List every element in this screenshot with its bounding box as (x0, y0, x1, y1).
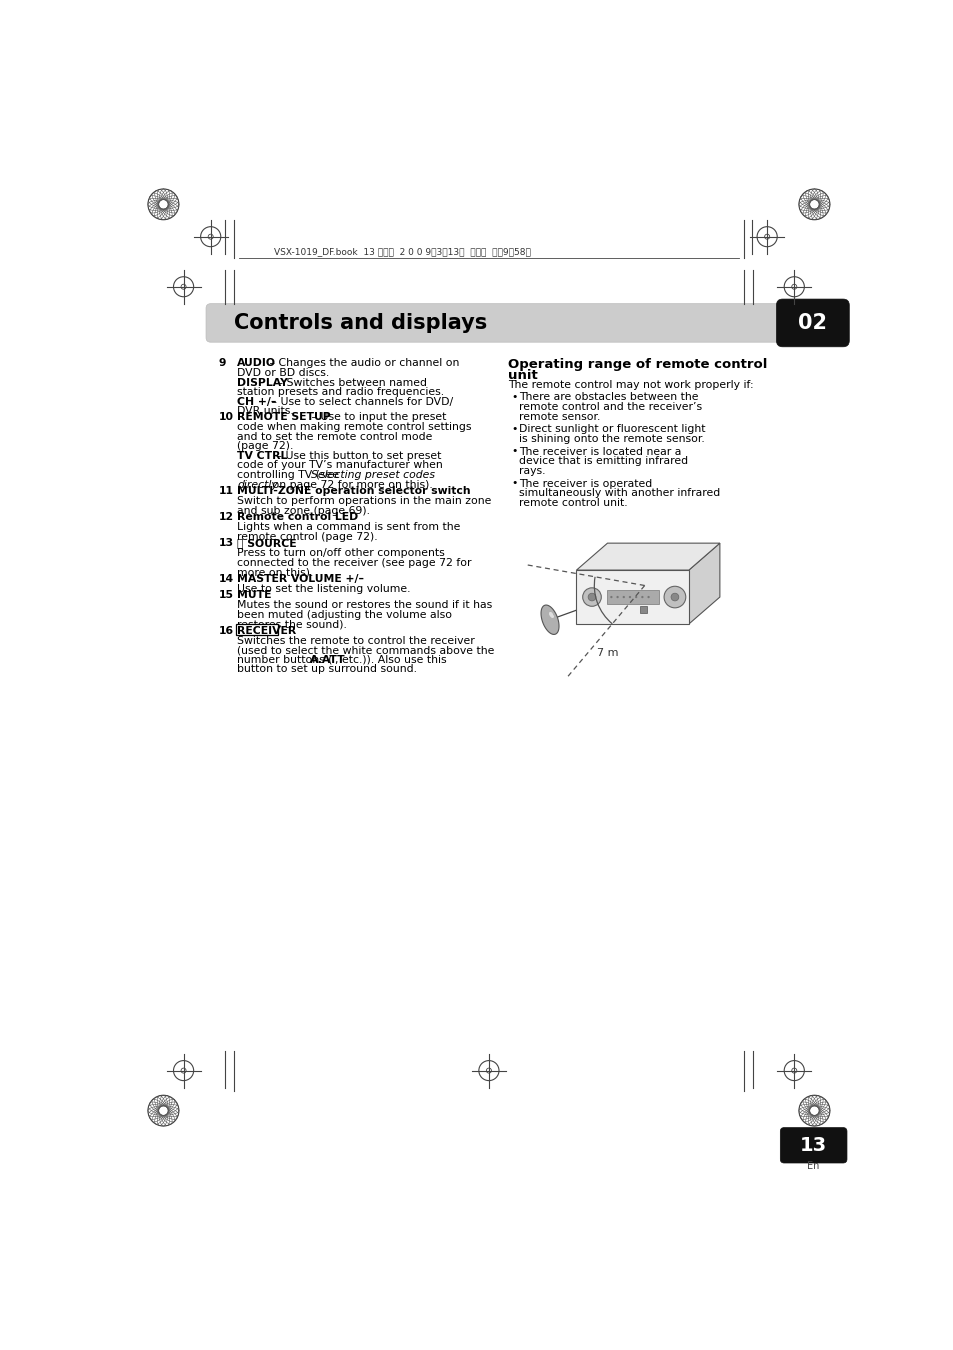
Text: restores the sound).: restores the sound). (236, 620, 347, 629)
Text: button to set up surround sound.: button to set up surround sound. (236, 664, 416, 675)
Text: 11: 11 (218, 486, 233, 497)
Text: MASTER VOLUME +/–: MASTER VOLUME +/– (236, 574, 364, 585)
Text: , etc.)). Also use this: , etc.)). Also use this (335, 655, 446, 664)
Text: (used to select the white commands above the: (used to select the white commands above… (236, 645, 494, 655)
Text: CH +/–: CH +/– (236, 397, 276, 406)
Text: DVR units.: DVR units. (236, 406, 294, 417)
Text: number buttons (: number buttons ( (236, 655, 332, 664)
Circle shape (635, 595, 637, 598)
Text: rays.: rays. (518, 466, 545, 477)
Text: Operating range of remote control: Operating range of remote control (508, 358, 767, 371)
FancyBboxPatch shape (639, 606, 646, 613)
Text: There are obstacles between the: There are obstacles between the (518, 393, 698, 402)
Circle shape (663, 586, 685, 608)
Text: TV CTRL: TV CTRL (236, 451, 287, 460)
Text: 16: 16 (218, 626, 233, 636)
Text: remote control unit.: remote control unit. (518, 498, 627, 508)
Text: 14: 14 (218, 574, 233, 585)
Text: (page 72).: (page 72). (236, 441, 294, 451)
Text: – Changes the audio or channel on: – Changes the audio or channel on (266, 358, 458, 369)
Text: simultaneously with another infrared: simultaneously with another infrared (518, 489, 720, 498)
Text: directly: directly (236, 479, 277, 490)
Text: RECEIVER: RECEIVER (236, 626, 296, 636)
Text: 13: 13 (218, 539, 233, 548)
Text: Selecting preset codes: Selecting preset codes (311, 470, 435, 481)
Text: – Use to select channels for DVD/: – Use to select channels for DVD/ (268, 397, 453, 406)
Text: device that is emitting infrared: device that is emitting infrared (518, 456, 687, 466)
Text: station presets and radio frequencies.: station presets and radio frequencies. (236, 387, 444, 397)
Text: En: En (806, 1161, 819, 1170)
Text: – Use this button to set preset: – Use this button to set preset (274, 451, 441, 460)
Text: – Switches between named: – Switches between named (274, 378, 427, 387)
Text: – Use to input the preset: – Use to input the preset (308, 412, 446, 423)
Text: •: • (511, 392, 517, 402)
Text: remote sensor.: remote sensor. (518, 412, 599, 421)
Text: REMOTE SETUP: REMOTE SETUP (236, 412, 331, 423)
Text: •: • (511, 446, 517, 456)
Text: is shining onto the remote sensor.: is shining onto the remote sensor. (518, 433, 704, 444)
Circle shape (622, 595, 624, 598)
Polygon shape (688, 543, 720, 624)
Text: connected to the receiver (see page 72 for: connected to the receiver (see page 72 f… (236, 558, 471, 567)
Text: Remote control LED: Remote control LED (236, 513, 358, 522)
Text: Direct sunlight or fluorescent light: Direct sunlight or fluorescent light (518, 424, 705, 435)
Text: Controls and displays: Controls and displays (233, 313, 487, 333)
Text: Switch to perform operations in the main zone: Switch to perform operations in the main… (236, 495, 491, 506)
Text: and sub zone (page 69).: and sub zone (page 69). (236, 506, 370, 516)
Circle shape (670, 593, 679, 601)
Text: DVD or BD discs.: DVD or BD discs. (236, 369, 329, 378)
Text: 30°: 30° (597, 610, 615, 621)
Text: Press to turn on/off other components: Press to turn on/off other components (236, 548, 444, 558)
Text: remote control and the receiver’s: remote control and the receiver’s (518, 402, 701, 412)
Text: Use to set the listening volume.: Use to set the listening volume. (236, 583, 410, 594)
FancyBboxPatch shape (235, 624, 277, 634)
Text: 02: 02 (798, 313, 826, 333)
Circle shape (616, 595, 618, 598)
Text: remote control (page 72).: remote control (page 72). (236, 532, 377, 541)
Polygon shape (576, 543, 720, 570)
Text: code when making remote control settings: code when making remote control settings (236, 423, 471, 432)
Text: code of your TV’s manufacturer when: code of your TV’s manufacturer when (236, 460, 442, 470)
Polygon shape (576, 570, 688, 624)
Text: controlling TV (see: controlling TV (see (236, 470, 342, 481)
Circle shape (628, 595, 631, 598)
Text: 15: 15 (218, 590, 233, 601)
Text: Switches the remote to control the receiver: Switches the remote to control the recei… (236, 636, 475, 645)
Text: The receiver is located near a: The receiver is located near a (518, 447, 680, 456)
Text: AUDIO: AUDIO (236, 358, 275, 369)
Circle shape (647, 595, 649, 598)
Text: on page 72 for more on this).: on page 72 for more on this). (269, 479, 432, 490)
Text: The remote control may not work properly if:: The remote control may not work properly… (508, 379, 753, 390)
FancyBboxPatch shape (776, 300, 848, 347)
Text: •: • (511, 478, 517, 487)
FancyBboxPatch shape (606, 590, 658, 603)
Text: Lights when a command is sent from the: Lights when a command is sent from the (236, 522, 460, 532)
Polygon shape (540, 605, 558, 634)
Text: 13: 13 (800, 1135, 826, 1154)
Circle shape (582, 587, 600, 606)
Text: 30°: 30° (589, 580, 607, 591)
FancyBboxPatch shape (206, 304, 779, 342)
Text: The receiver is operated: The receiver is operated (518, 479, 652, 489)
Text: and to set the remote control mode: and to set the remote control mode (236, 432, 432, 441)
Text: 12: 12 (218, 513, 233, 522)
Text: unit: unit (508, 369, 537, 382)
Circle shape (640, 595, 643, 598)
Text: more on this).: more on this). (236, 567, 314, 578)
Text: DISPLAY: DISPLAY (236, 378, 288, 387)
Circle shape (587, 593, 596, 601)
Text: 9: 9 (218, 358, 226, 369)
Text: •: • (511, 424, 517, 433)
Text: MULTI-ZONE operation selector switch: MULTI-ZONE operation selector switch (236, 486, 470, 497)
Text: VSX-1019_DF.book  13 ページ  2 0 0 9年3月13日  金曜日  午前9時58分: VSX-1019_DF.book 13 ページ 2 0 0 9年3月13日 金曜… (274, 247, 531, 256)
Text: been muted (adjusting the volume also: been muted (adjusting the volume also (236, 610, 452, 620)
Text: A.ATT: A.ATT (310, 655, 345, 664)
Text: 10: 10 (218, 412, 233, 423)
Text: MUTE: MUTE (236, 590, 272, 601)
Text: Mutes the sound or restores the sound if it has: Mutes the sound or restores the sound if… (236, 599, 492, 610)
Circle shape (610, 595, 612, 598)
Text: 7 m: 7 m (597, 648, 618, 659)
FancyBboxPatch shape (780, 1127, 846, 1162)
Text: ⏻ SOURCE: ⏻ SOURCE (236, 539, 296, 548)
